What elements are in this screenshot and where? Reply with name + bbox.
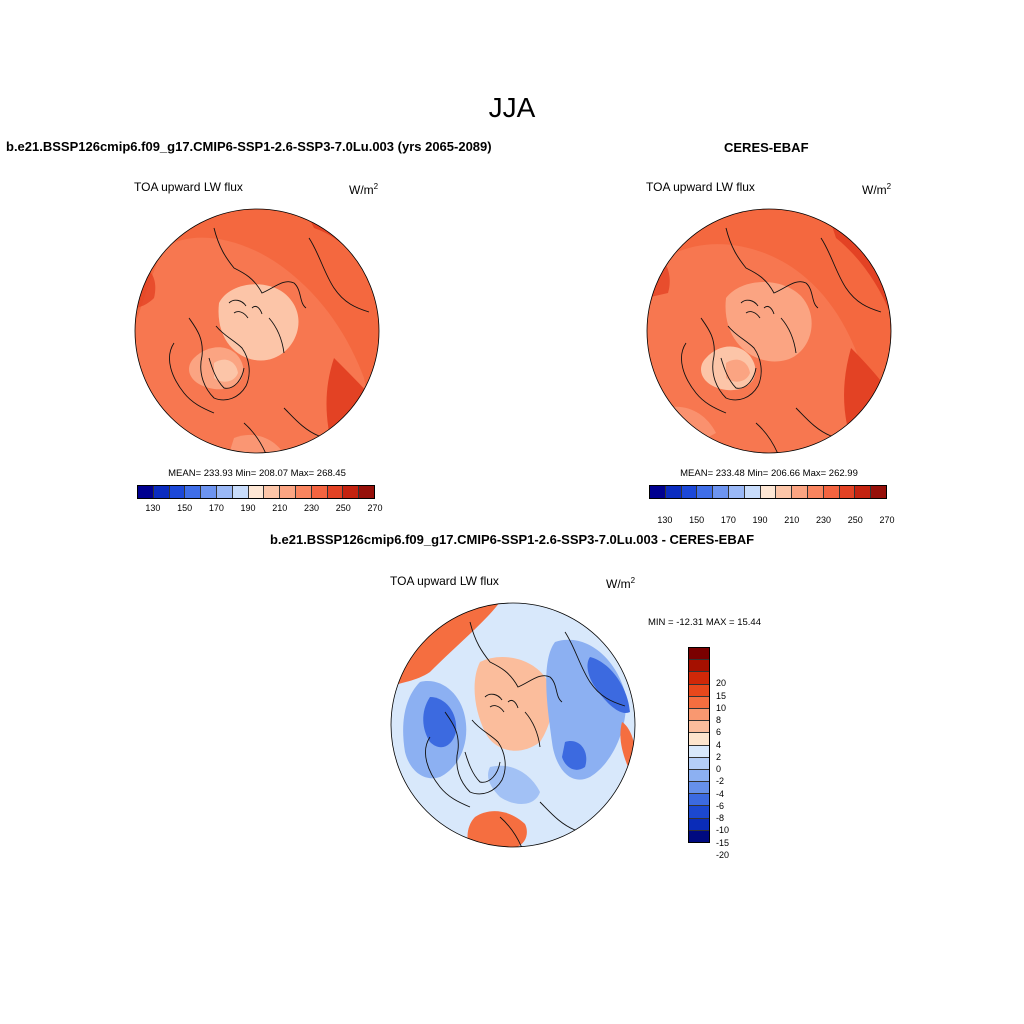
colorbar-tick-label: 270 [367,503,383,513]
colorbar-tick-label: 0 [716,764,722,774]
diff-colorbar-ticks: 20 15 10 8 6 4 2 0 -2 -4 -6 -8 -10 -15 -20 [716,671,746,867]
colorbar-tick-label: 20 [716,678,727,689]
colorbar-tick-label: 250 [335,503,351,513]
colorbar-tick-label: 130 [657,515,673,525]
colorbar-swatch [689,782,709,795]
colorbar-tick-label: -6 [716,800,725,811]
colorbar-swatch [689,806,709,819]
colorbar-tick-label: 250 [847,515,863,525]
colorbar-tick-label: -2 [716,776,725,787]
colorbar-swatch [689,684,709,697]
colorbar-swatch [689,672,709,685]
colorbar-swatch [311,486,328,498]
obs-stats: MEAN= 233.48 Min= 206.66 Max= 262.99 [680,468,858,479]
model-stats: MEAN= 233.93 Min= 208.07 Max= 268.45 [168,468,346,479]
obs-variable-label: TOA upward LW flux [646,180,755,194]
colorbar-swatch [689,794,709,807]
colorbar-swatch [232,486,249,498]
colorbar-tick-label: 130 [145,503,161,513]
model-panel-title: b.e21.BSSP126cmip6.f09_g17.CMIP6-SSP1-2.… [6,139,492,154]
colorbar-tick-label: 8 [716,715,722,725]
colorbar-tick-label: 150 [689,515,705,525]
colorbar-swatch [689,745,709,758]
model-units-label: W/m2 [349,182,379,197]
diff-stats: MIN = -12.31 MAX = 15.44 [648,617,762,628]
colorbar-swatch [689,708,709,722]
main-title: JJA [488,92,536,123]
colorbar-swatch [248,486,265,498]
colorbar-tick-label: 15 [716,690,727,701]
colorbar-swatch [185,486,202,498]
colorbar-swatch [728,486,745,498]
colorbar-swatch [169,486,186,498]
colorbar-swatch [689,648,709,661]
diff-units-label: W/m2 [606,576,636,591]
colorbar-swatch [760,486,777,498]
colorbar-swatch [792,486,808,498]
colorbar-swatch [689,696,709,709]
colorbar-swatch [689,733,709,746]
colorbar-swatch [689,721,709,734]
colorbar-tick-label: -4 [716,788,725,799]
colorbar-swatch [689,769,709,783]
diff-variable-label: TOA upward LW flux [390,574,499,588]
colorbar-swatch [855,486,872,498]
model-colorbar [137,485,375,499]
colorbar-tick-label: 230 [304,503,320,513]
colorbar-swatch [216,486,233,498]
colorbar-tick-label: -15 [716,837,730,848]
colorbar-tick-label: 190 [752,515,768,525]
colorbar-swatch [807,486,824,498]
obs-polar-map [646,208,892,454]
colorbar-tick-label: 4 [716,739,722,750]
colorbar-swatch [327,486,344,498]
obs-colorbar [649,485,887,499]
colorbar-tick-label: 270 [879,515,895,525]
colorbar-tick-label: 170 [720,515,736,525]
colorbar-tick-label: 6 [716,727,722,738]
colorbar-tick-label: 10 [716,702,727,713]
colorbar-swatch [689,830,709,842]
model-variable-label: TOA upward LW flux [134,180,243,194]
colorbar-swatch [776,486,793,498]
diff-panel-title: b.e21.BSSP126cmip6.f09_g17.CMIP6-SSP1-2.… [269,532,755,547]
colorbar-swatch [689,757,709,770]
colorbar-swatch [689,660,709,673]
model-colorbar-ticks: 130 150 170 190 210 230 250 270 [137,503,382,515]
colorbar-swatch [359,486,374,498]
colorbar-swatch [823,486,840,498]
obs-units-label: W/m2 [862,182,892,197]
model-polar-map [134,208,380,454]
colorbar-swatch [681,486,698,498]
colorbar-tick-label: -10 [716,825,730,836]
colorbar-swatch [713,486,729,498]
colorbar-swatch [839,486,856,498]
colorbar-swatch [689,818,709,831]
colorbar-tick-label: 150 [177,503,193,513]
colorbar-swatch [264,486,281,498]
colorbar-swatch [650,486,666,498]
colorbar-tick-label: 2 [716,751,722,762]
colorbar-tick-label: 210 [272,503,288,513]
obs-panel-title: CERES-EBAF [724,140,809,155]
colorbar-swatch [138,486,154,498]
colorbar-tick-label: -8 [716,813,725,823]
colorbar-tick-label: 170 [208,503,224,513]
colorbar-swatch [295,486,312,498]
colorbar-tick-label: -20 [716,849,730,860]
diff-polar-map [390,602,636,848]
colorbar-swatch [744,486,761,498]
diff-colorbar [688,647,710,843]
colorbar-swatch [153,486,170,498]
colorbar-tick-label: 210 [784,515,800,525]
colorbar-swatch [280,486,296,498]
colorbar-swatch [697,486,714,498]
colorbar-tick-label: 230 [816,515,832,525]
colorbar-swatch [201,486,217,498]
colorbar-swatch [871,486,886,498]
colorbar-swatch [665,486,682,498]
obs-colorbar-ticks: 130 150 170 190 210 230 250 270 [649,515,894,527]
colorbar-tick-label: 190 [240,503,256,513]
colorbar-swatch [343,486,360,498]
